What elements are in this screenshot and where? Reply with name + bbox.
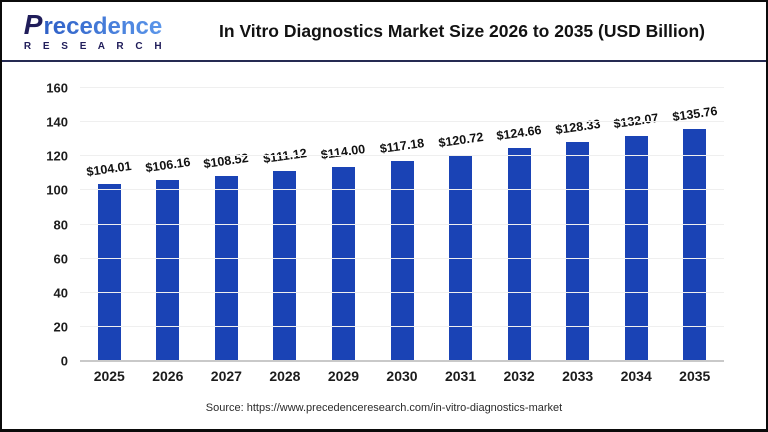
bar-column-2031: $120.72	[431, 88, 490, 361]
bar-value-label-2030: $117.18	[378, 136, 426, 157]
logo-brand-name: Precedence	[23, 8, 163, 40]
bar-column-2032: $124.66	[490, 88, 549, 361]
bar-2035	[683, 129, 707, 361]
bar-value-label-2028: $111.12	[262, 146, 308, 167]
bar-value-label-2032: $124.66	[495, 123, 543, 144]
bars-row: $104.01 $106.16 $108.52 $111.12 $114.00 $117.…	[80, 88, 724, 361]
bar-column-2025: $104.01	[80, 88, 139, 361]
bar-column-2026: $106.16	[139, 88, 198, 361]
bar-column-2029: $114.00	[314, 88, 373, 361]
logo-letter-p: P	[23, 8, 43, 40]
x-tick-label-2031: 2031	[444, 368, 477, 384]
gridline-160	[80, 87, 724, 88]
x-tick-label-2033: 2033	[562, 368, 594, 384]
gridline-100	[80, 189, 724, 191]
bar-column-2030: $117.18	[373, 88, 432, 361]
x-axis-labels: 2025 2026 2027 2028 2029 2030 2031 2032 2033 2034…	[80, 368, 724, 384]
x-tick-label-2030: 2030	[386, 368, 418, 384]
y-tick-label-0: 0	[60, 353, 68, 369]
y-tick-label-40: 40	[53, 285, 68, 301]
y-tick-label-80: 80	[53, 217, 68, 232]
logo-brand-rest: recedence	[43, 12, 163, 40]
bar-column-2028: $111.12	[256, 88, 315, 361]
source-text: Source: https://www.precedenceresearch.c…	[205, 402, 563, 414]
y-axis-labels: 0 20 40 60 80 100 120 140 160	[2, 81, 68, 369]
bar-value-label-2027: $108.52	[203, 150, 250, 171]
bar-2032	[507, 148, 531, 361]
bar-2034	[624, 135, 648, 361]
bar-2027	[214, 175, 238, 361]
bar-value-label-2029: $114.00	[320, 141, 367, 162]
logo-brand-sub: R E S E A R C H	[23, 40, 167, 52]
bar-2033	[566, 142, 590, 361]
bar-value-label-2033: $128.33	[554, 116, 601, 138]
footer: Source: https://www.precedenceresearch.c…	[2, 398, 766, 416]
y-tick-label-120: 120	[46, 148, 68, 164]
bar-2029	[331, 166, 355, 361]
gridline-80	[80, 223, 724, 225]
bar-column-2035: $135.76	[665, 88, 724, 361]
x-tick-label-2027: 2027	[210, 368, 242, 384]
x-tick-label-2026: 2026	[152, 368, 184, 384]
y-tick-label-60: 60	[53, 251, 68, 267]
y-tick-label-160: 160	[46, 80, 68, 96]
brand-logo: Precedence R E S E A R C H	[14, 8, 172, 52]
gridline-140	[80, 121, 724, 123]
bar-2028	[273, 171, 297, 361]
bar-value-label-2031: $120.72	[437, 129, 484, 151]
bar-2025	[97, 183, 121, 361]
bar-column-2034: $132.07	[607, 88, 666, 361]
header: Precedence R E S E A R C H In Vitro Diag…	[2, 2, 766, 62]
x-tick-label-2029: 2029	[327, 368, 360, 384]
y-tick-label-20: 20	[53, 319, 68, 335]
bar-2026	[156, 179, 180, 361]
bar-2030	[390, 161, 414, 361]
gridline-20	[80, 325, 724, 327]
y-tick-label-140: 140	[46, 114, 68, 130]
x-tick-label-2025: 2025	[93, 368, 125, 384]
chart-title: In Vitro Diagnostics Market Size 2026 to…	[219, 20, 705, 41]
bar-value-label-2026: $106.16	[144, 154, 192, 175]
bar-column-2027: $108.52	[197, 88, 256, 361]
gridline-60	[80, 257, 724, 259]
x-axis-line	[80, 360, 724, 362]
gridline-120	[80, 155, 724, 157]
bar-chart: 0 20 40 60 80 100 120 140 160 $104.01 $106.16 $108…	[2, 62, 766, 392]
x-tick-label-2034: 2034	[620, 368, 652, 384]
bar-column-2033: $128.33	[548, 88, 607, 361]
y-tick-label-100: 100	[46, 182, 68, 198]
x-tick-label-2032: 2032	[503, 368, 535, 384]
plot-area: $104.01 $106.16 $108.52 $111.12 $114.00 $117.…	[80, 87, 724, 362]
x-tick-label-2028: 2028	[269, 368, 301, 384]
bar-value-label-2025: $104.01	[85, 158, 133, 179]
gridline-40	[80, 291, 724, 293]
x-tick-label-2035: 2035	[679, 368, 711, 384]
